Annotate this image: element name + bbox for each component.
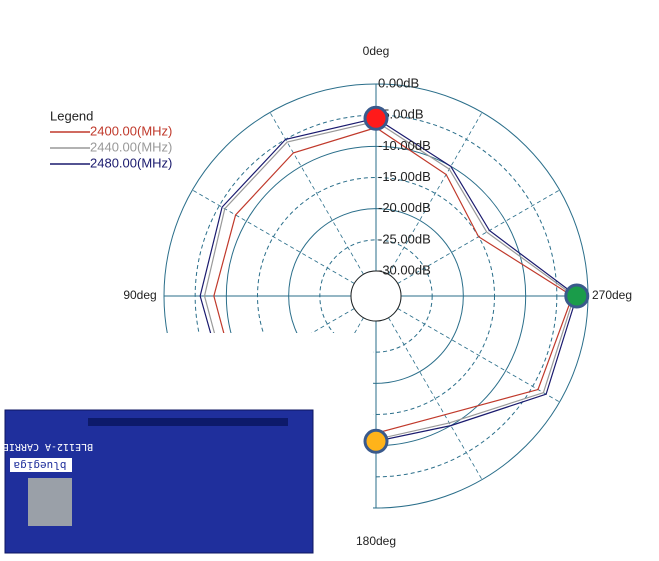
- point-marker: [564, 283, 590, 309]
- legend-title: Legend: [50, 108, 93, 123]
- module: [28, 478, 72, 526]
- radial-grid-circle: [319, 239, 433, 353]
- legend-label: 2440.00(MHz): [90, 139, 172, 154]
- legend-label: 2480.00(MHz): [90, 155, 172, 170]
- angle-label: 180deg: [356, 534, 396, 548]
- logo-box: [10, 458, 72, 472]
- radial-tick-label: -15.00dB: [378, 169, 431, 184]
- angle-label: 90deg: [123, 288, 156, 302]
- spoke: [388, 317, 483, 480]
- board-title: BLE112-A CARRIER: [0, 441, 93, 452]
- legend-label: 2400.00(MHz): [90, 123, 172, 138]
- radial-tick-label: -30.00dB: [378, 262, 431, 277]
- point-marker: [363, 105, 389, 131]
- header-pins: [88, 418, 288, 426]
- radial-tick-label: -10.00dB: [378, 138, 431, 153]
- spoke: [397, 308, 560, 403]
- foreground: 0deg 90deg 180deg 270deg 0.00dB -5.00dB -10.00…: [50, 44, 632, 548]
- spoke: [269, 112, 364, 275]
- radial-tick-label: -20.00dB: [378, 200, 431, 215]
- board-photo: bluegiga BLE112-A CARRIER: [0, 409, 314, 554]
- board-brand: bluegiga: [14, 459, 67, 472]
- center-hole: [350, 270, 402, 322]
- spoke: [388, 112, 483, 275]
- radial-grid-circle: [257, 177, 495, 415]
- angle-label: 270deg: [592, 288, 632, 302]
- radial-grid-circle: [194, 114, 558, 478]
- radial-tick-label: 0.00dB: [378, 75, 419, 90]
- radial-grid-circle: [288, 208, 464, 384]
- point-marker: [363, 428, 389, 454]
- radial-tick-label: -25.00dB: [378, 231, 431, 246]
- radial-tick-label: -5.00dB: [378, 107, 424, 122]
- angle-label: 0deg: [363, 44, 390, 58]
